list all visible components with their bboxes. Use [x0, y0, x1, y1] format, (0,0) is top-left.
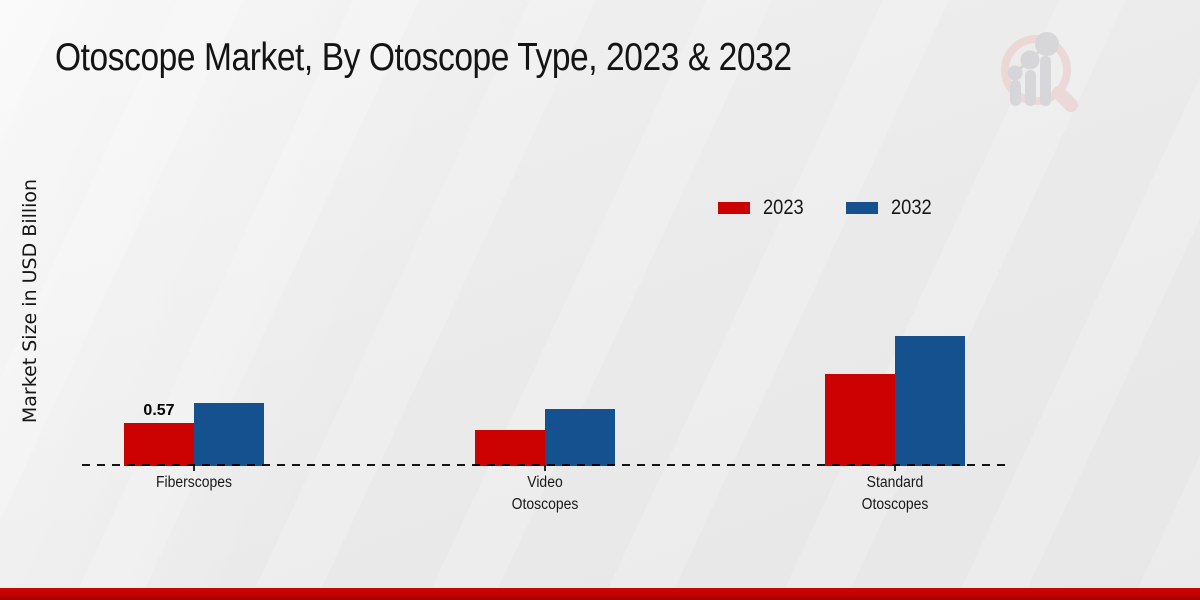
x-category-label-video-otoscopes: Video Otoscopes — [511, 474, 579, 513]
legend: 2023 2032 — [718, 196, 937, 220]
x-axis-tick-standard-otoscopes — [894, 465, 896, 471]
legend-item-2023: 2023 — [718, 196, 810, 220]
x-category-label-standard-otoscopes: Standard Otoscopes — [861, 474, 929, 513]
bar-2032-fiberscopes — [194, 403, 264, 466]
bottom-red-strip — [0, 588, 1200, 600]
x-axis-baseline — [82, 464, 1007, 467]
bar-value-label-fiberscopes-2023: 0.57 — [143, 402, 175, 419]
bar-2023-fiberscopes — [124, 423, 194, 466]
x-axis-tick-video-otoscopes — [544, 465, 546, 471]
bar-2023-video-otoscopes — [475, 430, 545, 466]
bar-2032-standard-otoscopes — [895, 336, 965, 466]
bar-2023-standard-otoscopes — [825, 374, 895, 466]
legend-item-2032: 2032 — [845, 196, 938, 220]
legend-label-2032: 2032 — [890, 196, 932, 219]
legend-label-2023: 2023 — [763, 196, 804, 219]
magnifier-bar-chart-logo-icon — [1001, 32, 1078, 112]
x-axis-tick-fiberscopes — [193, 465, 195, 471]
bar-2032-video-otoscopes — [545, 409, 615, 466]
chart-title: Otoscope Market, By Otoscope Type, 2023 … — [55, 36, 792, 79]
legend-swatch-2032 — [845, 202, 878, 214]
x-category-label-fiberscopes: Fiberscopes — [156, 474, 232, 491]
legend-swatch-2023 — [718, 202, 750, 214]
